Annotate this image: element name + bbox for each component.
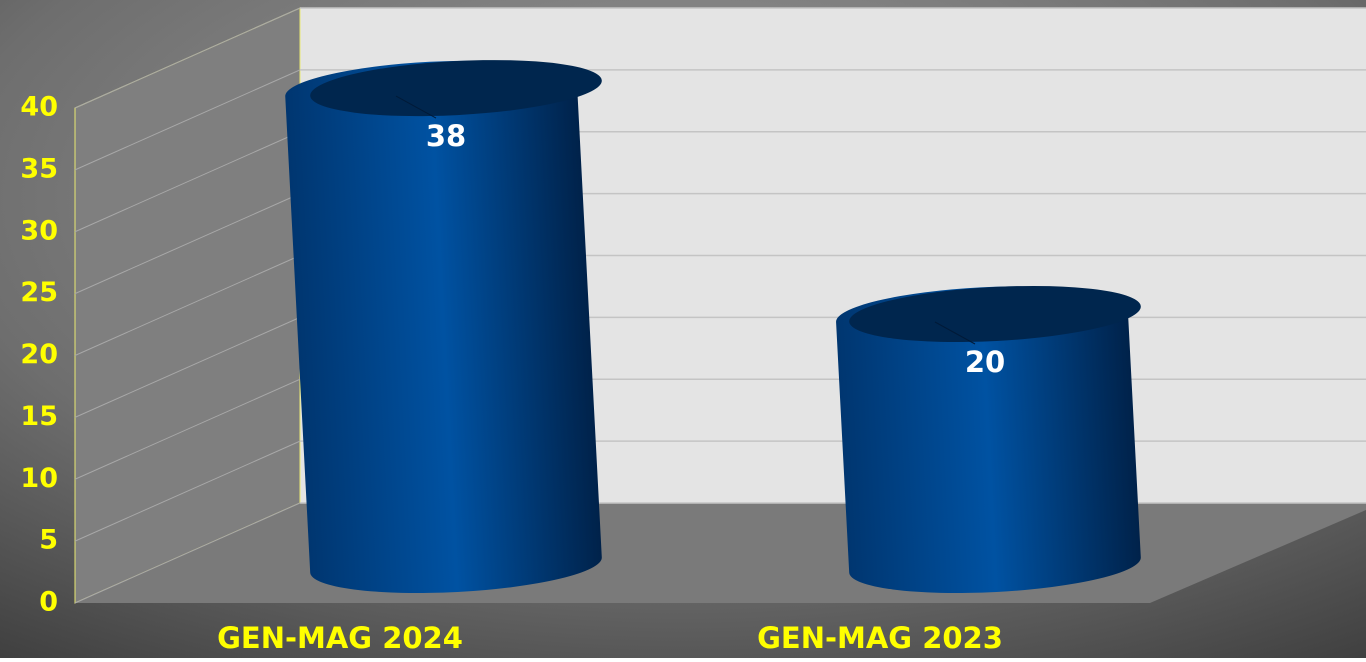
grid-line	[74, 440, 301, 542]
y-tick-label: 0	[39, 587, 58, 618]
grid-line	[74, 69, 301, 171]
bar-top	[849, 285, 1141, 343]
x-tick-label: GEN-MAG 2023	[757, 621, 1003, 655]
bar	[836, 286, 1141, 594]
grid-line	[74, 131, 301, 233]
grid-line	[74, 378, 301, 480]
grid-line	[74, 193, 301, 295]
y-tick-label: 40	[20, 92, 58, 123]
grid-line	[74, 7, 301, 109]
floor	[75, 503, 1366, 603]
leader-line	[934, 321, 976, 345]
y-tick-label: 15	[20, 401, 58, 432]
x-tick-label: GEN-MAG 2024	[217, 621, 463, 655]
bar-top	[310, 60, 602, 117]
grid-line	[74, 502, 301, 604]
leader-line	[395, 95, 437, 119]
data-label: 20	[965, 345, 1005, 379]
y-tick-label: 30	[20, 215, 58, 246]
data-label: 38	[426, 119, 466, 153]
grid-line	[74, 316, 301, 418]
bar	[285, 60, 602, 594]
y-tick-label: 5	[39, 525, 58, 556]
y-tick-label: 35	[20, 153, 58, 184]
y-tick-label: 10	[20, 463, 58, 494]
y-tick-label: 20	[20, 339, 58, 370]
grid-line	[74, 255, 301, 356]
y-tick-label: 25	[20, 277, 58, 308]
